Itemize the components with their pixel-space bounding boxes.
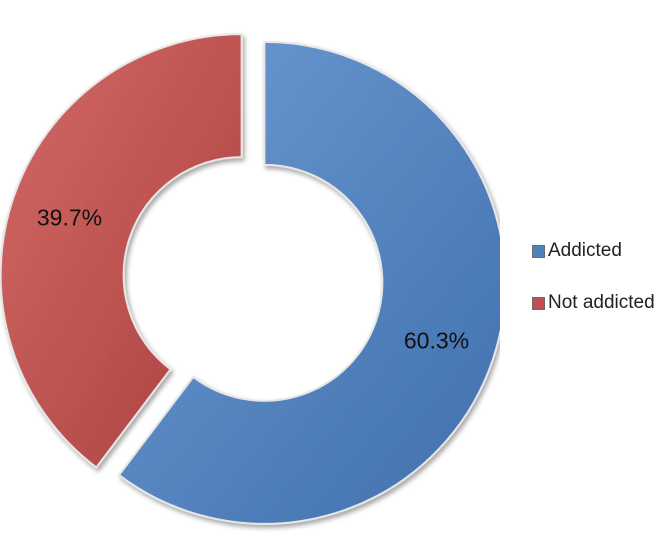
legend-label-addicted: Addicted: [548, 240, 622, 261]
donut-chart: 60.3% 39.7%: [0, 33, 500, 525]
legend-swatch-addicted: [532, 244, 545, 258]
legend-item-addicted[interactable]: Addicted: [532, 238, 655, 264]
data-label-addicted: 60.3%: [404, 328, 469, 354]
data-label-not-addicted: 39.7%: [37, 205, 102, 231]
legend-swatch-not-addicted: [532, 296, 545, 310]
slice-not-addicted[interactable]: [0, 33, 243, 469]
legend-item-not-addicted[interactable]: Not addicted: [532, 290, 655, 316]
legend: Addicted Not addicted: [532, 238, 655, 342]
slice-addicted[interactable]: [117, 40, 500, 525]
legend-label-not-addicted: Not addicted: [548, 292, 655, 313]
